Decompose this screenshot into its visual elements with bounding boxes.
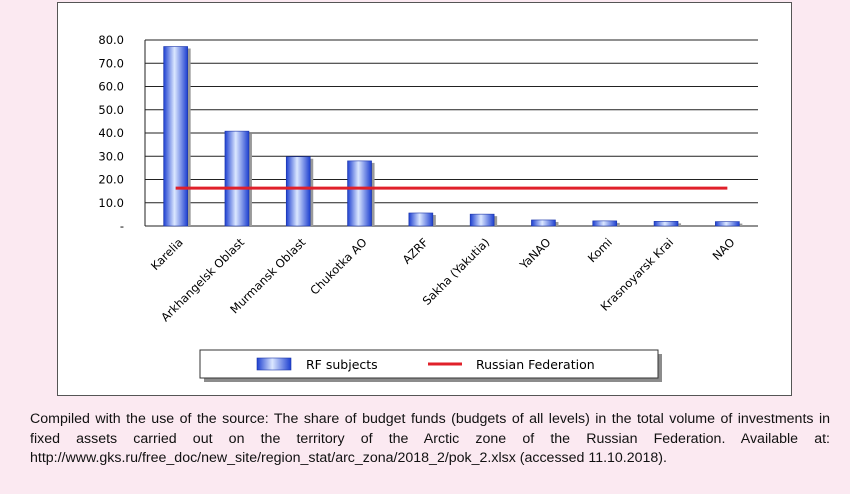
bar <box>224 130 250 227</box>
x-tick-label: AZRF <box>400 235 431 266</box>
bar <box>715 221 740 227</box>
bar <box>408 212 434 227</box>
x-tick-label: YaNAO <box>516 235 553 272</box>
y-tick-label: 20.0 <box>98 173 124 187</box>
y-tick-label: 70.0 <box>98 56 124 70</box>
bar <box>653 221 679 227</box>
y-tick-label: 30.0 <box>98 149 124 163</box>
y-tick-label: 80.0 <box>98 33 124 47</box>
legend-label-russian-federation: Russian Federation <box>476 357 595 372</box>
x-tick-label: Komi <box>585 235 615 265</box>
x-tick-label: Chukotka AO <box>307 235 369 297</box>
y-tick-label: - <box>120 219 124 233</box>
figure-caption: Compiled with the use of the source: The… <box>30 411 830 466</box>
legend-label-rf-subjects: RF subjects <box>306 357 378 372</box>
bar <box>347 160 372 227</box>
bar-chart: - 10.0 20.0 30.0 40.0 50.0 60.0 70.0 80.0 Karelia… <box>98 33 758 382</box>
chart-frame: - 10.0 20.0 30.0 40.0 50.0 60.0 70.0 80.0 Karelia… <box>57 2 792 396</box>
x-tick-label: Karelia <box>148 235 186 273</box>
y-tick-label: 50.0 <box>98 103 124 117</box>
bar <box>163 46 188 227</box>
bar <box>592 220 618 227</box>
y-tick-label: 10.0 <box>98 196 124 210</box>
bar <box>285 156 311 227</box>
x-tick-label: Sakha (Yakutia) <box>420 235 493 308</box>
bar <box>531 219 556 227</box>
y-tick-label: 40.0 <box>98 126 124 140</box>
x-tick-label: NAO <box>710 235 738 263</box>
bar <box>469 213 495 227</box>
y-tick-label: 60.0 <box>98 80 124 94</box>
legend-swatch-bar <box>256 357 292 371</box>
